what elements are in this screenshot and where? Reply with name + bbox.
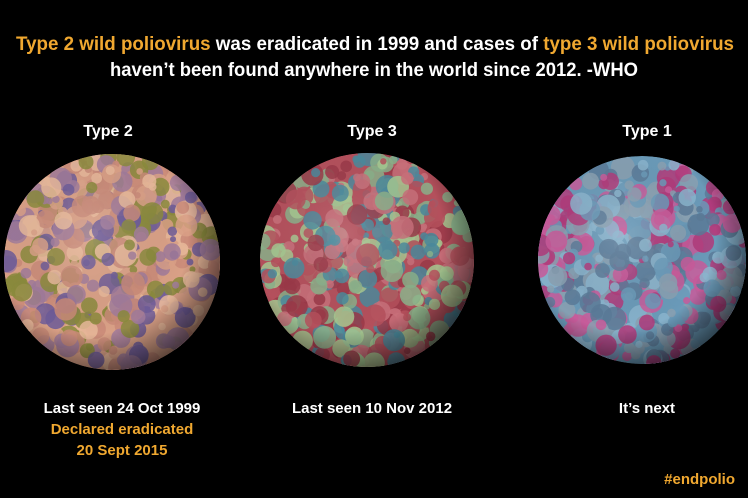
hashtag: #endpolio xyxy=(664,471,735,488)
panel-caption: Last seen 24 Oct 1999 xyxy=(44,400,201,417)
panel-caption: 20 Sept 2015 xyxy=(77,442,168,459)
panel-label: Type 2 xyxy=(83,123,133,140)
panel-label: Type 1 xyxy=(622,123,672,140)
panel-caption: Declared eradicated xyxy=(51,421,194,438)
headline-segment: haven’t been found anywhere in the world… xyxy=(110,60,638,81)
panels: Type 2 Last seen 24 Oct 1999 Declared erad… xyxy=(44,123,675,459)
virus-shade xyxy=(4,154,220,370)
headline-line: haven’t been found anywhere in the world… xyxy=(110,60,638,81)
headline-segment: Type 2 wild poliovirus xyxy=(16,34,211,55)
virus-images xyxy=(4,153,746,370)
virus-shade xyxy=(260,153,474,367)
headline-line: Type 2 wild poliovirus was eradicated in… xyxy=(16,34,734,55)
panel-label: Type 3 xyxy=(347,123,397,140)
virus-shade xyxy=(538,156,746,364)
panel-caption: Last seen 10 Nov 2012 xyxy=(292,400,452,417)
virus-image xyxy=(538,156,746,364)
panel-caption: It’s next xyxy=(619,400,675,417)
headline-segment: was eradicated in 1999 and cases of xyxy=(211,34,544,55)
headline-segment: type 3 wild poliovirus xyxy=(543,34,734,55)
